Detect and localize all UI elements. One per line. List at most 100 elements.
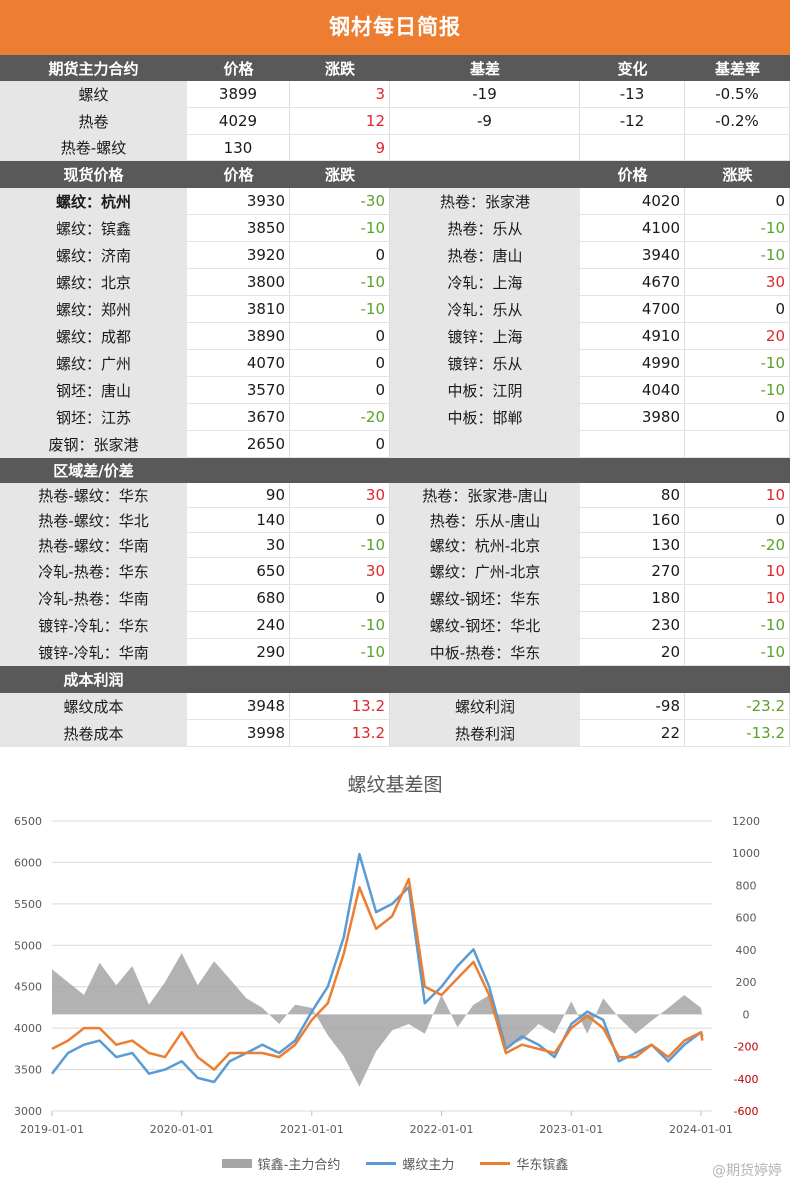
spread-name: 螺纹-钢坯：华东 bbox=[390, 585, 580, 611]
table-row: 钢坯：唐山 3570 0 中板：江阴 4040 -10 bbox=[0, 377, 790, 404]
x-tick-label: 2023-01-01 bbox=[539, 1123, 603, 1136]
spot-price: 3570 bbox=[187, 377, 290, 403]
legend-swatch-area bbox=[221, 1159, 252, 1168]
spread-value: 30 bbox=[187, 533, 290, 557]
spot-change: 0 bbox=[290, 242, 390, 268]
spot-change bbox=[685, 431, 790, 457]
table-row: 热卷-螺纹 130 9 bbox=[0, 135, 790, 161]
column-header bbox=[290, 458, 390, 483]
spread-value: 230 bbox=[580, 612, 685, 638]
contract-basis bbox=[390, 135, 580, 160]
column-header bbox=[187, 458, 290, 483]
column-header bbox=[580, 666, 685, 693]
contract-price: 130 bbox=[187, 135, 290, 160]
spread-name: 镀锌-冷轧：华东 bbox=[0, 612, 187, 638]
y-left-tick-label: 6000 bbox=[14, 856, 42, 869]
spread-change: 30 bbox=[290, 558, 390, 584]
table-row: 冷轧-热卷：华东 650 30 螺纹：广州-北京 270 10 bbox=[0, 558, 790, 585]
section-header-row: 成本利润 bbox=[0, 666, 790, 693]
spread-value: 90 bbox=[187, 483, 290, 507]
spot-name: 钢坯：唐山 bbox=[0, 377, 187, 403]
spread-name: 热卷-螺纹：华南 bbox=[0, 533, 187, 557]
profit-name: 热卷利润 bbox=[390, 720, 580, 746]
y-left-tick-label: 4000 bbox=[14, 1022, 42, 1035]
legend-swatch-line bbox=[366, 1162, 397, 1165]
spot-name: 螺纹：济南 bbox=[0, 242, 187, 268]
spread-name: 冷轧-热卷：华南 bbox=[0, 585, 187, 611]
spread-change: -10 bbox=[685, 639, 790, 665]
basis-change: -13 bbox=[580, 81, 685, 107]
y-right-tick-label: 400 bbox=[736, 944, 757, 957]
x-tick-label: 2024-01-01 bbox=[669, 1123, 733, 1136]
table-row: 螺纹成本 3948 13.2 螺纹利润 -98 -23.2 bbox=[0, 693, 790, 720]
y-right-tick-label: 1000 bbox=[732, 847, 760, 860]
table-row: 热卷-螺纹：华东 90 30 热卷：张家港-唐山 80 10 bbox=[0, 483, 790, 508]
spot-name: 镀锌：乐从 bbox=[390, 350, 580, 376]
column-header: 涨跌 bbox=[324, 166, 355, 184]
contract-name: 螺纹 bbox=[0, 81, 187, 107]
watermark: @期货婷婷 bbox=[712, 1163, 782, 1179]
spot-change: -10 bbox=[290, 215, 390, 241]
legend-item-rebar-main: 螺纹主力 bbox=[366, 1154, 454, 1173]
x-tick-label: 2021-01-01 bbox=[280, 1123, 344, 1136]
legend-label: 镔鑫-主力合约 bbox=[257, 1158, 341, 1173]
y-right-tick-label: 1200 bbox=[732, 815, 760, 828]
column-header: 区域差/价差 bbox=[53, 462, 134, 480]
basis-change bbox=[580, 135, 685, 160]
spot-change: 0 bbox=[290, 431, 390, 457]
spot-name: 螺纹：郑州 bbox=[0, 296, 187, 322]
chart-title: 螺纹基差图 bbox=[347, 774, 443, 796]
y-left-tick-label: 6500 bbox=[14, 815, 42, 828]
spread-change: 0 bbox=[685, 508, 790, 532]
spread-name: 热卷：张家港-唐山 bbox=[390, 483, 580, 507]
spot-name: 热卷：唐山 bbox=[390, 242, 580, 268]
spread-value: 680 bbox=[187, 585, 290, 611]
table-row: 热卷成本 3998 13.2 热卷利润 22 -13.2 bbox=[0, 720, 790, 747]
spot-price bbox=[580, 431, 685, 457]
column-header: 涨跌 bbox=[324, 59, 355, 78]
spread-name: 螺纹：杭州-北京 bbox=[390, 533, 580, 557]
spot-name: 螺纹：镔鑫 bbox=[0, 215, 187, 241]
contract-name: 热卷 bbox=[0, 108, 187, 134]
table-row: 镀锌-冷轧：华东 240 -10 螺纹-钢坯：华北 230 -10 bbox=[0, 612, 790, 639]
y-left-tick-label: 3000 bbox=[14, 1105, 42, 1118]
spread-value: 240 bbox=[187, 612, 290, 638]
cost-change: 13.2 bbox=[290, 693, 390, 719]
column-header bbox=[580, 458, 685, 483]
x-tick-label: 2019-01-01 bbox=[20, 1123, 84, 1136]
spot-name: 废钢：张家港 bbox=[0, 431, 187, 457]
spread-value: 20 bbox=[580, 639, 685, 665]
table-row: 钢坯：江苏 3670 -20 中板：邯郸 3980 0 bbox=[0, 404, 790, 431]
column-header bbox=[390, 458, 580, 483]
table-row: 螺纹：广州 4070 0 镀锌：乐从 4990 -10 bbox=[0, 350, 790, 377]
table-row: 热卷-螺纹：华北 140 0 热卷：乐从-唐山 160 0 bbox=[0, 508, 790, 533]
spot-price: 3850 bbox=[187, 215, 290, 241]
spot-name: 冷轧：上海 bbox=[390, 269, 580, 295]
spot-price: 3930 bbox=[187, 188, 290, 214]
y-left-tick-label: 3500 bbox=[14, 1064, 42, 1077]
spot-name: 热卷：张家港 bbox=[390, 188, 580, 214]
legend-swatch-line bbox=[480, 1162, 511, 1165]
table-row: 镀锌-冷轧：华南 290 -10 中板-热卷：华东 20 -10 bbox=[0, 639, 790, 666]
column-header: 现货价格 bbox=[63, 166, 124, 184]
area-series-spread bbox=[52, 953, 703, 1087]
spot-price: 4100 bbox=[580, 215, 685, 241]
spot-price: 2650 bbox=[187, 431, 290, 457]
spot-price: 4910 bbox=[580, 323, 685, 349]
column-header: 基差率 bbox=[714, 59, 760, 78]
spread-name: 热卷：乐从-唐山 bbox=[390, 508, 580, 532]
spread-name: 螺纹-钢坯：华北 bbox=[390, 612, 580, 638]
contract-price: 3899 bbox=[187, 81, 290, 107]
spread-name: 螺纹：广州-北京 bbox=[390, 558, 580, 584]
table-row: 冷轧-热卷：华南 680 0 螺纹-钢坯：华东 180 10 bbox=[0, 585, 790, 612]
spread-change: 30 bbox=[290, 483, 390, 507]
section-header-row: 期货主力合约 价格 涨跌 基差 变化 基差率 bbox=[0, 55, 790, 81]
spread-value: 140 bbox=[187, 508, 290, 532]
spread-name: 热卷-螺纹：华东 bbox=[0, 483, 187, 507]
legend-item-east-china: 华东镔鑫 bbox=[480, 1154, 568, 1173]
column-header: 成本利润 bbox=[63, 671, 124, 689]
spread-value: 130 bbox=[580, 533, 685, 557]
spot-change: -20 bbox=[290, 404, 390, 430]
spot-price: 4020 bbox=[580, 188, 685, 214]
spot-name: 镀锌：上海 bbox=[390, 323, 580, 349]
